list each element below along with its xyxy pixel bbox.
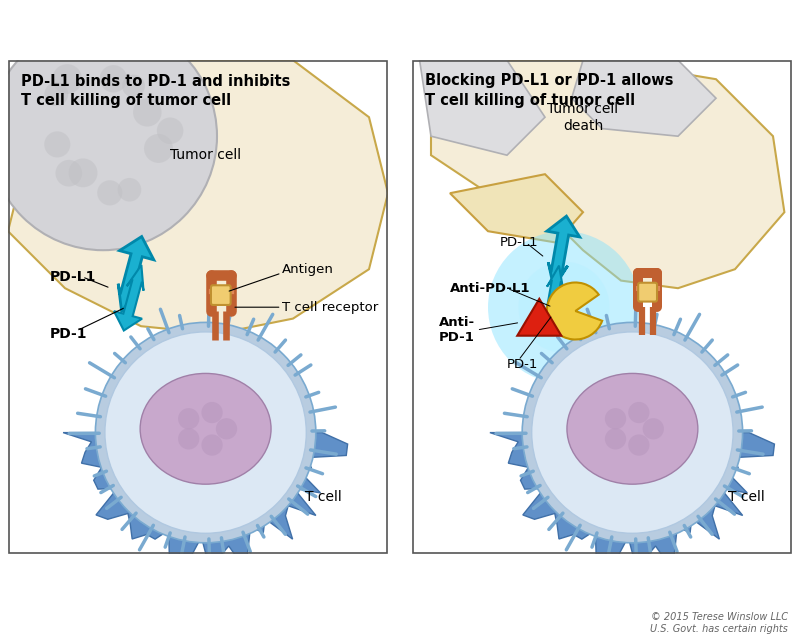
Circle shape: [532, 332, 733, 533]
Text: Blocking PD-L1 or PD-1 allows
T cell killing of tumor cell: Blocking PD-L1 or PD-1 allows T cell kil…: [426, 74, 674, 108]
Circle shape: [157, 118, 183, 144]
Circle shape: [202, 402, 222, 423]
Circle shape: [52, 64, 82, 94]
Circle shape: [100, 65, 127, 93]
Circle shape: [105, 332, 306, 533]
Circle shape: [69, 158, 98, 188]
Polygon shape: [546, 216, 580, 288]
Polygon shape: [118, 237, 154, 312]
Polygon shape: [518, 299, 562, 336]
Text: Tumor cell: Tumor cell: [170, 148, 241, 162]
Polygon shape: [114, 265, 143, 330]
Circle shape: [628, 435, 650, 456]
Circle shape: [518, 262, 610, 353]
Text: PD-L1: PD-L1: [50, 270, 96, 284]
Circle shape: [628, 402, 650, 423]
Circle shape: [605, 408, 626, 429]
Circle shape: [144, 134, 173, 163]
Circle shape: [522, 323, 742, 543]
Circle shape: [0, 22, 217, 250]
Circle shape: [216, 418, 237, 440]
Text: PD-1: PD-1: [50, 327, 87, 340]
Text: Anti-PD-L1: Anti-PD-L1: [450, 282, 530, 294]
Text: PD-L1: PD-L1: [499, 236, 538, 249]
Wedge shape: [547, 282, 602, 339]
Text: T cell: T cell: [305, 490, 342, 504]
Circle shape: [55, 160, 82, 186]
Text: Anti-
PD-1: Anti- PD-1: [438, 316, 474, 344]
FancyBboxPatch shape: [638, 283, 657, 301]
Text: T cell: T cell: [728, 490, 765, 504]
Polygon shape: [8, 60, 388, 334]
Ellipse shape: [567, 373, 698, 484]
Circle shape: [44, 131, 70, 157]
Circle shape: [642, 418, 664, 440]
Circle shape: [95, 323, 316, 543]
Polygon shape: [537, 266, 564, 328]
Text: T cell receptor: T cell receptor: [282, 301, 378, 314]
Text: PD-1: PD-1: [507, 358, 538, 371]
Polygon shape: [571, 60, 716, 136]
Circle shape: [178, 408, 199, 429]
FancyBboxPatch shape: [211, 285, 230, 305]
Circle shape: [605, 428, 626, 449]
Circle shape: [122, 75, 145, 97]
Text: Tumor cell
death: Tumor cell death: [547, 102, 618, 133]
Polygon shape: [431, 60, 785, 288]
Circle shape: [202, 435, 222, 456]
Polygon shape: [420, 60, 545, 155]
Ellipse shape: [140, 373, 271, 484]
Polygon shape: [490, 433, 774, 575]
Circle shape: [133, 98, 162, 127]
Polygon shape: [63, 433, 348, 575]
Circle shape: [178, 428, 199, 449]
Text: Antigen: Antigen: [282, 262, 334, 276]
Circle shape: [44, 82, 68, 106]
Text: PD-L1 binds to PD-1 and inhibits
T cell killing of tumor cell: PD-L1 binds to PD-1 and inhibits T cell …: [22, 74, 290, 108]
Circle shape: [488, 231, 640, 383]
Circle shape: [97, 180, 122, 205]
Circle shape: [118, 178, 142, 202]
Polygon shape: [450, 174, 583, 243]
Text: © 2015 Terese Winslow LLC
U.S. Govt. has certain rights: © 2015 Terese Winslow LLC U.S. Govt. has…: [650, 612, 788, 634]
